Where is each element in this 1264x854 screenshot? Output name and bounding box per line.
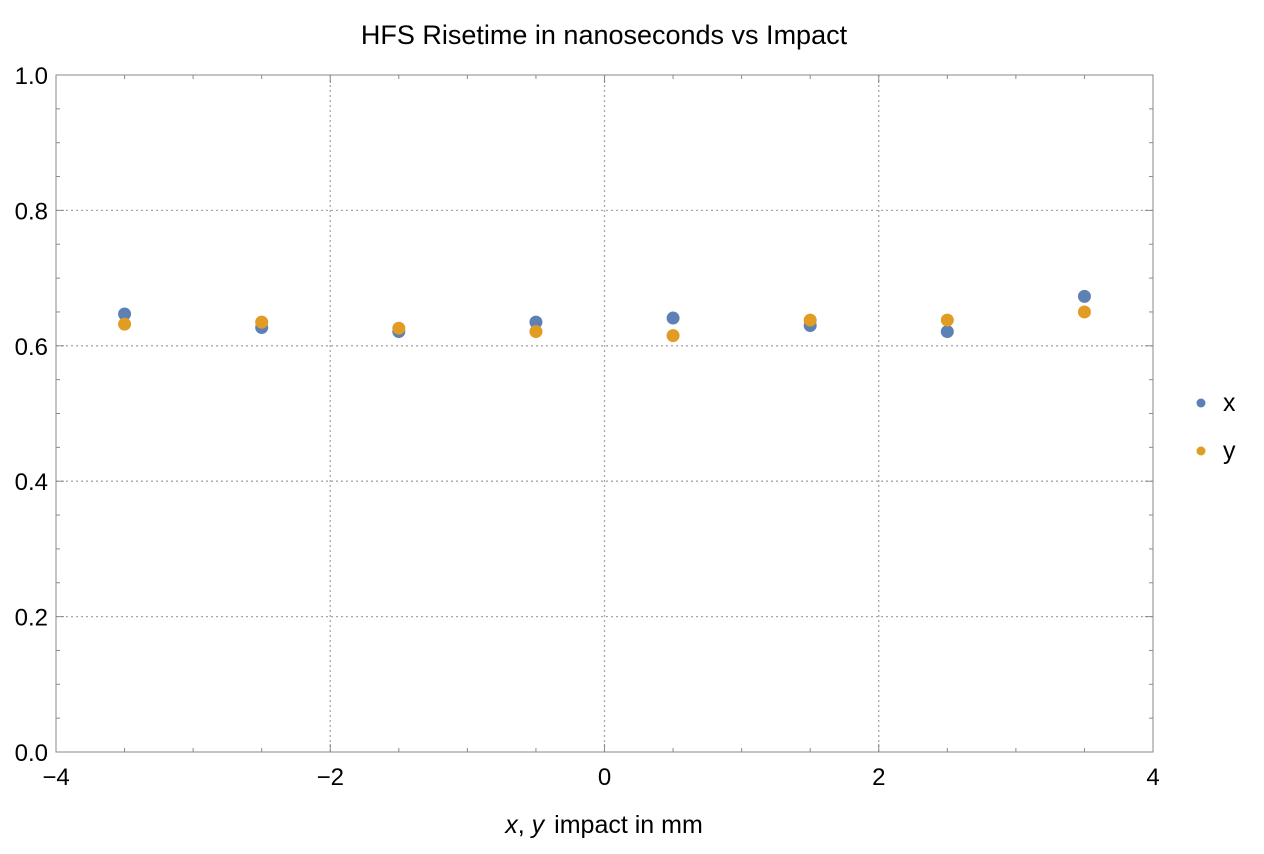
x-axis-label-var2: y [530,811,546,839]
x-tick-label: 2 [872,764,885,791]
chart-title: HFS Risetime in nanoseconds vs Impact [361,20,848,50]
data-point-x [529,315,543,329]
data-point-x [1077,289,1091,303]
x-tick-label: −2 [317,764,344,791]
y-tick-label: 0.2 [15,605,48,632]
y-tick-label: 0.0 [15,740,48,767]
x-axis-label-var1: x [504,811,519,839]
tick-labels: −4 −2 0 2 4 0.0 0.2 0.4 0.6 0.8 1.0 [15,63,1160,791]
x-axis-label-sep: , [518,811,525,839]
x-tick-label: 0 [598,764,611,791]
legend-label-x: x [1223,389,1236,417]
series-y [118,305,1091,343]
x-axis-label-rest: impact in mm [554,811,703,839]
legend-marker-x [1196,398,1206,408]
data-point-y [392,321,406,335]
data-point-y [940,313,954,327]
data-point-x [118,307,132,321]
y-tick-label: 0.8 [15,198,48,225]
x-tick-label: 4 [1146,764,1159,791]
data-point-x [666,311,680,325]
data-point-y [803,313,817,327]
data-point-x [940,325,954,339]
data-point-y [666,329,680,343]
legend: xy [1196,389,1236,465]
legend-marker-y [1196,446,1206,456]
data-points [118,289,1091,343]
data-point-y [255,315,269,329]
x-axis-label: x, y impact in mm [504,811,703,839]
data-point-y [529,325,543,339]
data-point-y [1077,305,1091,319]
plot-frame [55,74,1154,753]
y-tick-label: 0.6 [15,334,48,361]
y-tick-label: 1.0 [15,63,48,90]
data-point-y [118,317,132,331]
y-tick-label: 0.4 [15,469,48,496]
x-tick-label: −4 [42,764,69,791]
legend-label-y: y [1223,437,1236,465]
